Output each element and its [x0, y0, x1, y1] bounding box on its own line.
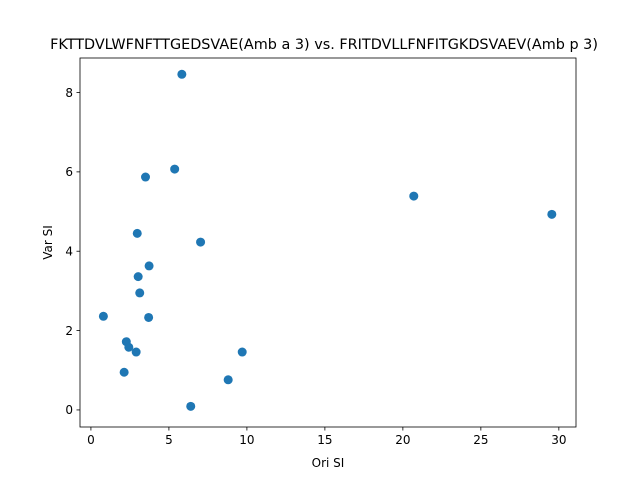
scatter-point: [186, 401, 196, 411]
y-axis-label: Var SI: [41, 225, 55, 260]
scatter-point: [119, 367, 129, 377]
scatter-point: [547, 209, 557, 219]
scatter-point: [223, 375, 233, 385]
data-points: [98, 69, 557, 411]
x-tick-label: 10: [239, 433, 254, 447]
y-tick-label: 8: [65, 86, 73, 100]
scatter-point: [409, 191, 419, 201]
x-tick-label: 0: [87, 433, 95, 447]
scatter-point: [132, 228, 142, 238]
plot-frame: [79, 57, 577, 428]
x-tick-label: 20: [395, 433, 410, 447]
x-tick-label: 25: [473, 433, 488, 447]
x-tick-label: 5: [165, 433, 173, 447]
scatter-point: [144, 261, 154, 271]
chart-title: FKTTDVLWFNFTTGEDSVAE(Amb a 3) vs. FRITDV…: [50, 37, 598, 53]
axis-ticks: 0 5 10 15 20 25 30 0 2 4 6 8: [65, 86, 566, 447]
y-tick-label: 6: [65, 165, 73, 179]
y-tick-label: 2: [65, 324, 73, 338]
scatter-point: [144, 312, 154, 322]
scatter-point: [124, 342, 134, 352]
scatter-point: [135, 288, 145, 298]
scatter-point: [196, 237, 206, 247]
x-axis-label: Ori SI: [312, 456, 345, 470]
scatter-point: [177, 69, 187, 79]
scatter-point: [141, 172, 151, 182]
scatter-point: [133, 272, 143, 282]
scatter-point: [237, 347, 247, 357]
y-tick-label: 0: [65, 403, 73, 417]
scatter-point: [170, 164, 180, 174]
y-tick-label: 4: [65, 245, 73, 259]
x-tick-label: 30: [551, 433, 566, 447]
x-tick-label: 15: [317, 433, 332, 447]
scatter-point: [98, 311, 108, 321]
scatter-point: [131, 347, 141, 357]
